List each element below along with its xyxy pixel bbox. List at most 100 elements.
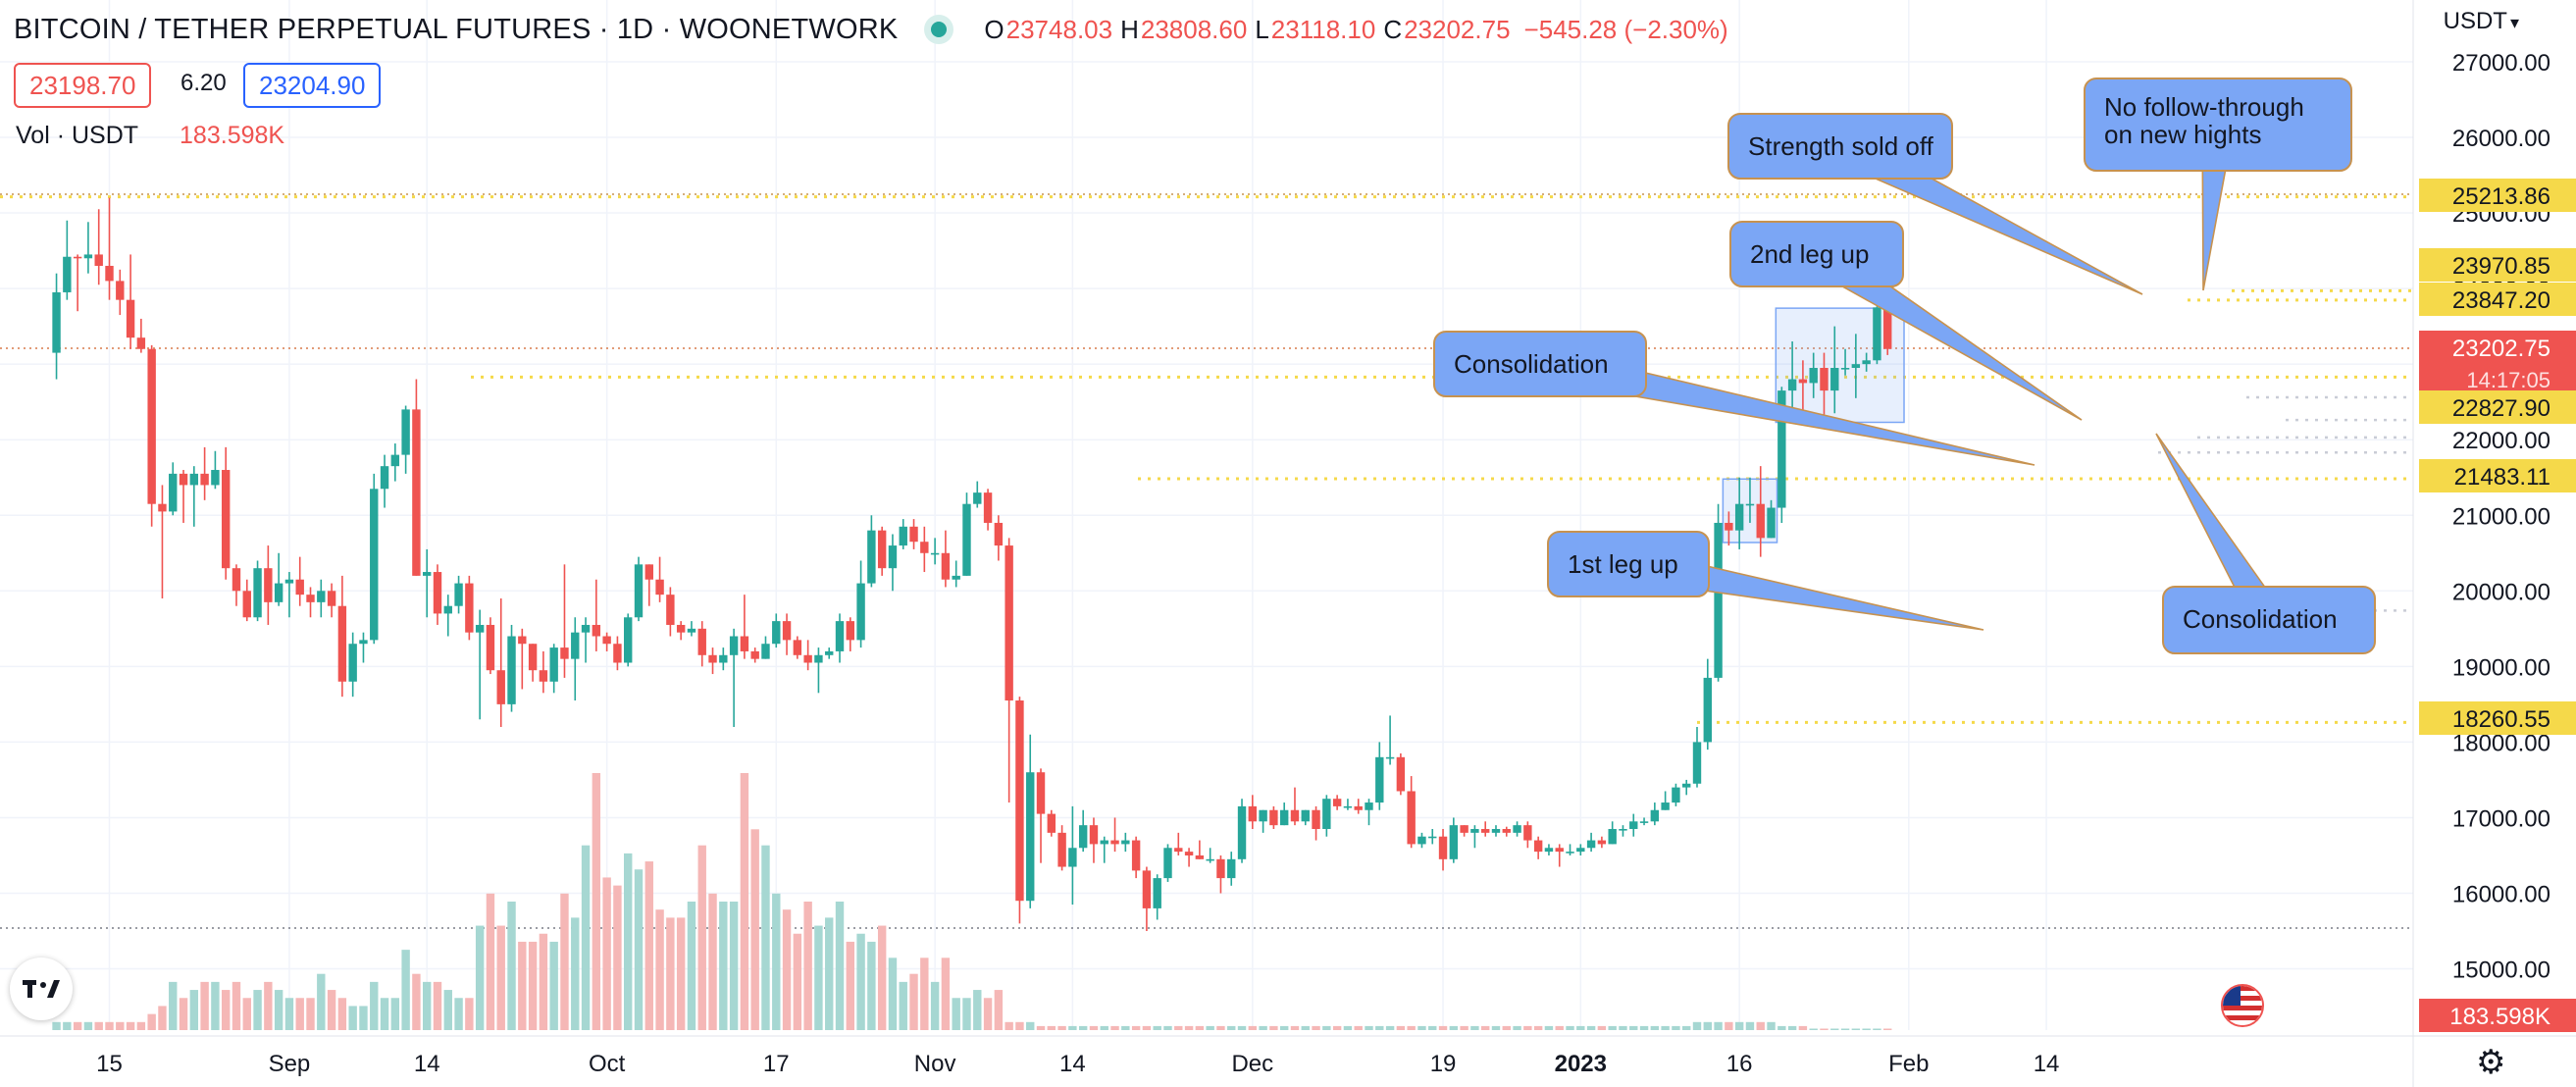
candle	[63, 220, 72, 300]
volume-bar	[1734, 1021, 1744, 1030]
volume-bar	[1375, 1025, 1384, 1030]
candle	[1639, 817, 1649, 826]
svg-text:25213.86: 25213.86	[2452, 183, 2550, 210]
volume-bar	[295, 998, 304, 1030]
candle	[94, 209, 103, 285]
volume-bar	[1279, 1025, 1289, 1030]
candle	[1375, 742, 1384, 810]
candle	[1047, 809, 1056, 837]
candle	[1015, 697, 1024, 924]
buy-price-button[interactable]: 23204.90	[243, 63, 382, 108]
time-tick-label: 14	[2034, 1051, 2060, 1077]
candle	[1396, 752, 1406, 796]
price-tick-label: 21000.00	[2452, 503, 2550, 530]
volume-bar	[1131, 1025, 1141, 1030]
candle	[740, 595, 749, 659]
volume-bar	[83, 1021, 93, 1030]
time-tick-label: 14	[414, 1051, 440, 1077]
time-tick-label: Nov	[914, 1051, 956, 1077]
volume-bar	[1820, 1028, 1829, 1030]
gear-icon[interactable]: ⚙	[2476, 1044, 2506, 1081]
volume-bar	[1544, 1025, 1554, 1030]
ohlc-close-label: C	[1383, 14, 1403, 44]
candle	[772, 613, 781, 648]
candle	[1365, 799, 1373, 826]
candle	[1026, 734, 1035, 908]
annotation-callout: Strength sold off	[1727, 113, 2143, 295]
currency-dropdown[interactable]: USDT ▾	[2444, 8, 2519, 35]
candle	[761, 636, 770, 659]
candle	[496, 598, 505, 727]
volume-bar	[1470, 1025, 1479, 1030]
volume-bar	[63, 1021, 72, 1030]
volume-bar	[1036, 1025, 1046, 1030]
volume-bar	[867, 941, 876, 1030]
candle	[1586, 832, 1596, 853]
price-tick-label: 20000.00	[2452, 579, 2550, 605]
candle	[1661, 791, 1670, 810]
us-flag-icon[interactable]	[2221, 984, 2264, 1027]
price-tick-label: 27000.00	[2452, 50, 2550, 77]
candle	[1343, 799, 1353, 810]
volume-bar	[644, 861, 653, 1030]
candle	[676, 621, 686, 641]
volume-bar	[846, 941, 854, 1030]
volume-bar	[624, 853, 633, 1030]
volume-bar	[941, 958, 951, 1030]
volume-bar	[1407, 1025, 1416, 1030]
sell-price-button[interactable]: 23198.70	[14, 63, 152, 108]
tradingview-logo-icon[interactable]	[10, 958, 73, 1020]
candle	[1290, 787, 1300, 826]
level-price-label: 23847.20	[2419, 283, 2576, 316]
volume-bar	[359, 1006, 368, 1030]
volume-bar	[1365, 1025, 1373, 1030]
volume-bar	[232, 981, 241, 1030]
volume-bar	[475, 925, 485, 1030]
candle	[1597, 836, 1607, 849]
time-tick-label: Sep	[269, 1051, 311, 1077]
volume-bar	[370, 981, 379, 1030]
volume-bar	[1290, 1025, 1300, 1030]
volume-legend-value: 183.598K	[180, 122, 285, 149]
ohlc-high-label: H	[1120, 14, 1139, 44]
candle	[1428, 829, 1437, 845]
volume-bar	[1619, 1025, 1627, 1030]
candle	[1725, 511, 1733, 546]
volume-bar	[655, 909, 664, 1030]
volume-bar	[1597, 1025, 1607, 1030]
volume-bar	[1798, 1025, 1808, 1030]
candle	[1555, 844, 1564, 867]
candle	[581, 617, 591, 663]
symbol-title[interactable]: BITCOIN / TETHER PERPETUAL FUTURES · 1D …	[14, 13, 899, 45]
volume-bar	[1840, 1028, 1850, 1030]
volume-bar	[1851, 1028, 1861, 1030]
candle	[116, 269, 125, 316]
volume-bar	[1639, 1025, 1649, 1030]
candle	[1682, 779, 1691, 796]
volume-bar	[761, 845, 770, 1030]
volume-bar	[1068, 1025, 1077, 1030]
level-price-label: 22827.90	[2419, 390, 2576, 424]
candle	[592, 579, 601, 651]
volume-bar	[1787, 1025, 1797, 1030]
volume-bar	[1078, 1025, 1088, 1030]
candle	[634, 556, 644, 622]
volume-legend[interactable]: Vol · USDT 183.598K	[16, 122, 284, 150]
volume-bar	[496, 925, 505, 1030]
candle	[211, 450, 220, 490]
candle	[1417, 832, 1426, 849]
volume-bars	[52, 773, 1892, 1030]
volume-bar	[1312, 1025, 1320, 1030]
candle	[242, 579, 251, 622]
candle	[1078, 809, 1088, 853]
candle	[1873, 295, 1881, 365]
ohlc-open: 23748.03	[1005, 14, 1113, 44]
candle	[1756, 466, 1765, 557]
candle	[719, 647, 728, 671]
volume-bar	[1555, 1025, 1564, 1030]
volume-bar	[676, 917, 686, 1030]
candle	[518, 628, 527, 690]
candle	[1121, 832, 1130, 853]
volume-bar	[1142, 1025, 1152, 1030]
